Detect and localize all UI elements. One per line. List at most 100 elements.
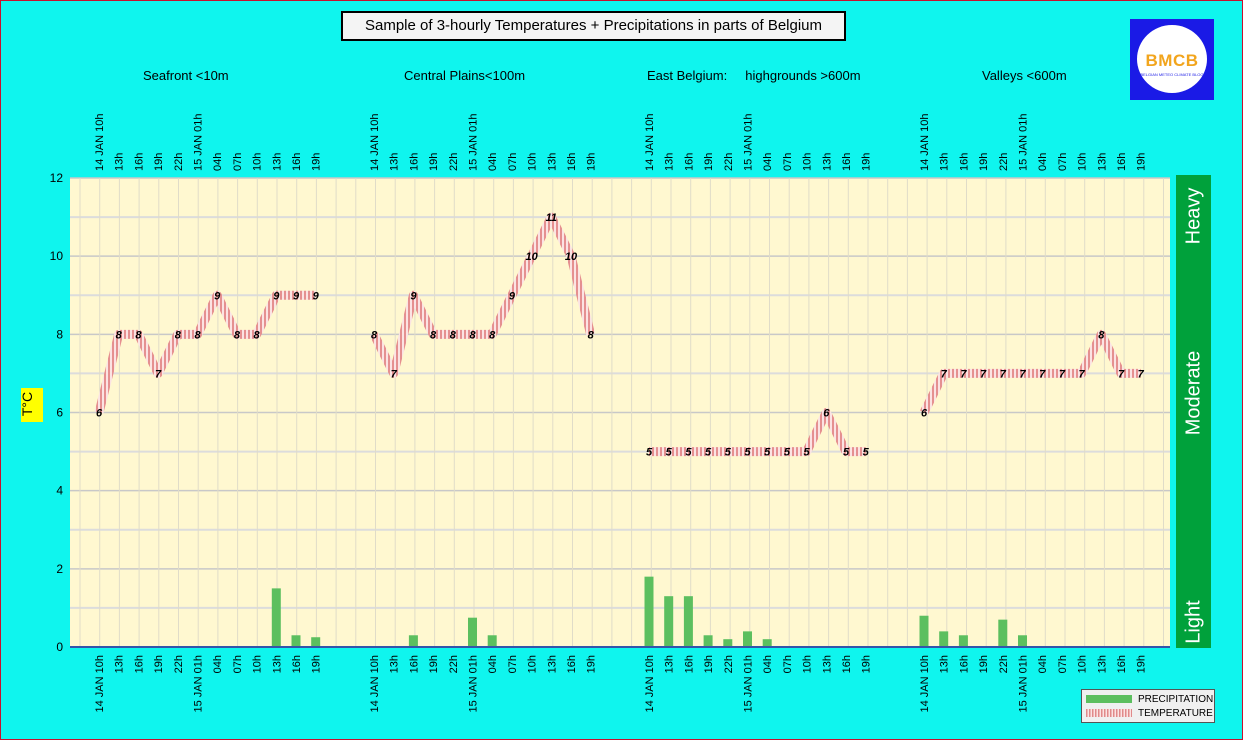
precip-bar — [1018, 635, 1027, 647]
x-tick-label-top: 04h — [762, 153, 774, 171]
x-tick-label-top: 16h — [408, 153, 420, 171]
temperature-label: 8 — [450, 329, 457, 341]
precip-bar — [723, 639, 733, 647]
intensity-light: Light — [1182, 600, 1205, 644]
x-tick-label-bottom: 16h — [566, 655, 578, 673]
x-tick-label-top: 13h — [939, 153, 951, 171]
x-tick-label-bottom: 04h — [762, 655, 774, 673]
temperature-label: 10 — [565, 251, 578, 263]
temperature-lines — [94, 212, 1141, 457]
x-tick-label-top: 14 JAN 10h — [919, 114, 931, 171]
temperature-label: 5 — [784, 447, 791, 459]
x-tick-label-top: 13h — [821, 153, 833, 171]
temperature-label: 5 — [863, 447, 870, 459]
x-tick-label-bottom: 19h — [703, 655, 715, 673]
precip-bar — [743, 631, 752, 647]
x-tick-label-top: 10h — [527, 153, 539, 171]
x-tick-label-top: 16h — [291, 153, 303, 171]
chart-title: Sample of 3-hourly Temperatures + Precip… — [341, 11, 846, 41]
temperature-label: 10 — [525, 251, 538, 263]
temperature-label: 8 — [116, 329, 123, 341]
temperature-label: 6 — [96, 408, 103, 420]
x-tick-label-top: 19h — [586, 153, 598, 171]
x-tick-label-top: 19h — [861, 153, 873, 171]
temperature-label: 9 — [313, 290, 320, 302]
x-tick-label-top: 13h — [114, 153, 126, 171]
x-tick-label-bottom: 07h — [782, 655, 794, 673]
temperature-label: 9 — [214, 290, 221, 302]
x-tick-label-bottom: 13h — [1096, 655, 1108, 673]
temperature-label: 7 — [1059, 368, 1066, 380]
x-tick-label-bottom: 04h — [212, 655, 224, 673]
y-tick-label: 10 — [50, 249, 64, 263]
x-tick-label-top: 14 JAN 10h — [94, 114, 106, 171]
x-tick-label-bottom: 04h — [487, 655, 499, 673]
x-tick-label-bottom: 16h — [291, 655, 303, 673]
x-tick-label-top: 16h — [841, 153, 853, 171]
x-axis-ticks: 14 JAN 10h 14 JAN 10h 13h 13h 16h 16h 19h 19h 22… — [94, 114, 1148, 713]
temperature-label: 7 — [1019, 368, 1026, 380]
legend: PRECIPITATION TEMPERATURE — [1081, 689, 1215, 723]
x-tick-label-bottom: 16h — [133, 655, 145, 673]
intensity-heavy: Heavy — [1182, 187, 1205, 245]
x-tick-label-top: 10h — [802, 153, 814, 171]
temperature-label: 5 — [804, 447, 811, 459]
x-tick-label-bottom: 10h — [1077, 655, 1089, 673]
x-tick-label-top: 16h — [133, 153, 145, 171]
precip-bar — [939, 631, 949, 647]
precip-bar — [664, 596, 674, 647]
x-tick-label-bottom: 14 JAN 10h — [369, 655, 381, 712]
precip-bar — [291, 635, 301, 647]
temperature-label: 5 — [764, 447, 771, 459]
x-tick-label-bottom: 13h — [389, 655, 401, 673]
x-tick-label-bottom: 16h — [683, 655, 695, 673]
x-tick-label-top: 07h — [782, 153, 794, 171]
x-tick-label-top: 07h — [507, 153, 519, 171]
temperature-label: 11 — [546, 212, 557, 224]
legend-swatch-precipitation — [1086, 695, 1132, 703]
y-tick-label: 0 — [56, 640, 63, 654]
legend-item-precipitation: PRECIPITATION — [1086, 693, 1213, 705]
x-tick-label-top: 19h — [1136, 153, 1148, 171]
logo-disc — [1137, 25, 1207, 93]
region-label-east-belgium: East Belgium: highgrounds >600m — [647, 68, 861, 83]
precipitation-bars — [271, 576, 1027, 647]
x-tick-label-bottom: 19h — [978, 655, 990, 673]
temperature-label: 8 — [234, 329, 241, 341]
temperature-label: 9 — [410, 290, 417, 302]
legend-label-precipitation: PRECIPITATION — [1138, 693, 1214, 705]
temperature-label: 8 — [194, 329, 201, 341]
legend-item-temperature: TEMPERATURE — [1086, 707, 1213, 719]
x-tick-label-bottom: 14 JAN 10h — [644, 655, 656, 712]
x-tick-label-top: 22h — [448, 153, 460, 171]
x-tick-label-top: 22h — [173, 153, 185, 171]
temperature-label: 5 — [725, 447, 732, 459]
x-tick-label-top: 16h — [1116, 153, 1128, 171]
y-axis-label-text: T°C — [19, 391, 36, 417]
intensity-sidebar — [1176, 175, 1211, 648]
x-tick-label-bottom: 10h — [802, 655, 814, 673]
x-tick-label-bottom: 16h — [1116, 655, 1128, 673]
logo-subtext: BELGIAN METEO CLIMATE BLOG — [1140, 72, 1204, 77]
precip-bar — [468, 617, 477, 647]
precip-bar — [311, 637, 321, 647]
x-tick-label-bottom: 16h — [841, 655, 853, 673]
precip-bar — [958, 635, 968, 647]
precip-bar — [998, 619, 1008, 647]
precip-bar — [408, 635, 418, 647]
x-tick-label-top: 13h — [389, 153, 401, 171]
temperature-label: 9 — [293, 290, 300, 302]
region-label-seafront: Seafront <10m — [143, 68, 229, 83]
x-tick-label-top: 22h — [723, 153, 735, 171]
x-tick-label-bottom: 22h — [723, 655, 735, 673]
x-tick-label-bottom: 13h — [114, 655, 126, 673]
temperature-label: 5 — [705, 447, 712, 459]
x-tick-label-top: 16h — [683, 153, 695, 171]
x-tick-label-top: 07h — [1057, 153, 1069, 171]
temperature-label: 8 — [175, 329, 182, 341]
x-tick-label-bottom: 19h — [428, 655, 440, 673]
x-tick-label-top: 13h — [664, 153, 676, 171]
temperature-label: 6 — [823, 408, 830, 420]
